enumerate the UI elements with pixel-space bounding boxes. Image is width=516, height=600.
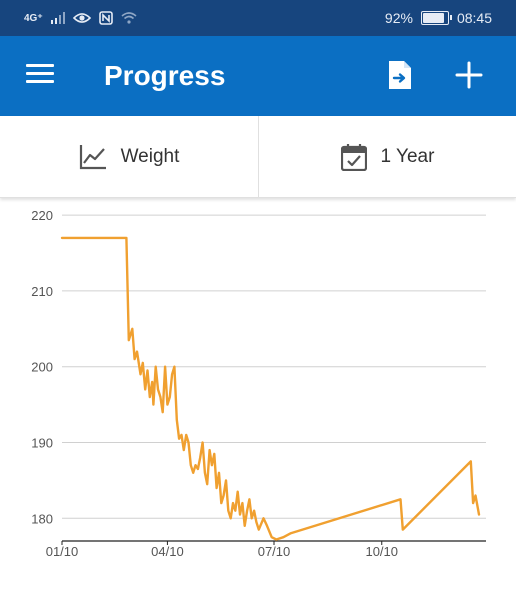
- network-indicator: 4G⁺: [24, 12, 43, 24]
- page-title: Progress: [104, 60, 226, 91]
- clock-time: 08:45: [456, 10, 492, 26]
- x-tick-label: 07/10: [258, 544, 291, 559]
- chart-options-bar: Weight 1 Year: [0, 116, 516, 198]
- chart-canvas: 220 210 200 190 180 01/10 04/10 07/10 10/10: [31, 208, 486, 559]
- calendar-check-icon: [340, 144, 367, 171]
- y-tick-label: 200: [31, 360, 53, 375]
- x-tick-label: 10/10: [365, 544, 398, 559]
- line-chart-icon: [79, 145, 106, 170]
- y-tick-label: 180: [31, 511, 53, 526]
- wifi-icon: [121, 12, 137, 24]
- range-label: 1 Year: [380, 146, 435, 167]
- weight-chart: 220 210 200 190 180 01/10 04/10 07/10 10/10: [0, 200, 516, 600]
- battery-icon: [420, 11, 452, 25]
- weight-series-line: [60, 236, 481, 541]
- y-tick-label: 220: [31, 208, 53, 223]
- metric-selector[interactable]: Weight: [0, 116, 258, 198]
- x-tick-label: 01/10: [46, 544, 79, 559]
- eye-comfort-icon: [72, 13, 91, 23]
- x-tick-label: 04/10: [151, 544, 184, 559]
- y-tick-label: 210: [31, 284, 53, 299]
- y-tick-label: 190: [31, 435, 53, 450]
- battery-fill: [422, 13, 445, 23]
- hamburger-menu-icon[interactable]: [26, 64, 54, 88]
- plus-icon[interactable]: [455, 61, 483, 89]
- range-selector[interactable]: 1 Year: [258, 116, 516, 198]
- status-icons-right: 92% 08:45: [385, 10, 492, 26]
- status-icons-left: 4G⁺: [24, 11, 137, 25]
- status-bar: 4G⁺ 92% 08:45: [0, 0, 516, 36]
- battery-percent: 92%: [384, 10, 413, 26]
- nfc-icon: [98, 11, 113, 25]
- export-file-icon[interactable]: [387, 59, 413, 91]
- app-bar: Progress: [0, 36, 516, 116]
- signal-bars-icon: [50, 12, 65, 24]
- metric-label: Weight: [120, 146, 180, 167]
